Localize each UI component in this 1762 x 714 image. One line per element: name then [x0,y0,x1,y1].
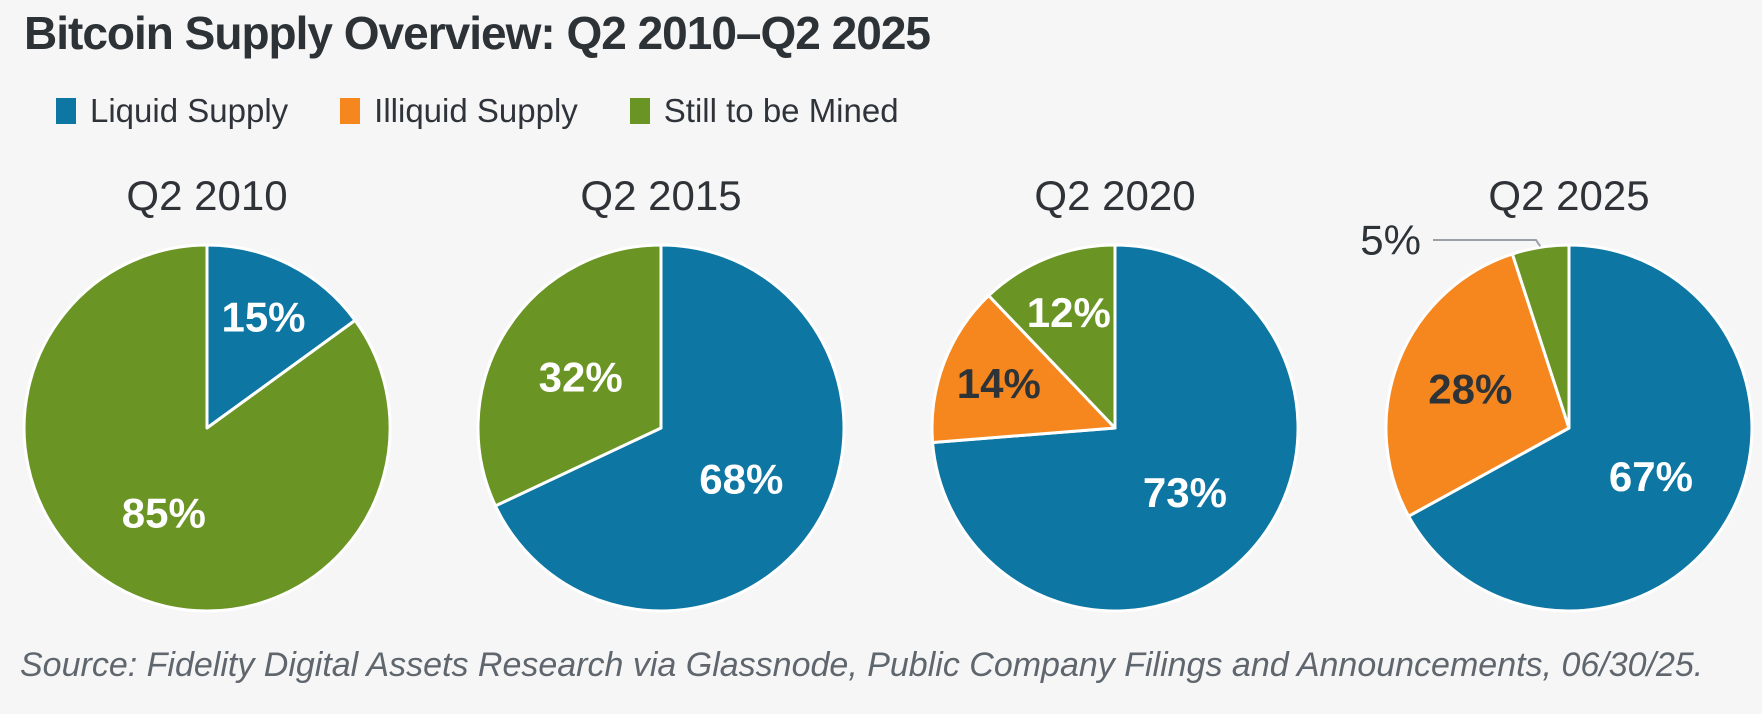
slice-label-still-to-be-mined: 5% [1360,217,1421,264]
slice-label-liquid-supply: 68% [699,456,783,503]
legend-label-liquid-supply: Liquid Supply [90,92,289,129]
callout-line [1433,239,1542,247]
legend-item-still-to-be-mined: Still to be Mined [629,92,899,130]
pie-slice-still-to-be-mined [987,243,1117,430]
slice-label-liquid-supply: 67% [1609,453,1693,500]
legend-label-illiquid-supply: Illiquid Supply [374,92,578,129]
pie-slice-still-to-be-mined [1510,243,1571,430]
pie-chart-q2-2020: 73% 14% 12% [930,243,1300,613]
legend-swatch-liquid-supply-icon [56,98,76,124]
pie-slice-illiquid-supply [930,294,1117,444]
pie-chart-q2-2010: 15% 85% [22,243,392,613]
pie-slice-still-to-be-mined [476,243,663,508]
slice-label-still-to-be-mined: 12% [1027,289,1111,336]
page-title: Bitcoin Supply Overview: Q2 2010–Q2 2025 [24,7,931,59]
pie-title-q2-2020: Q2 2020 [1034,172,1196,219]
pie-slice-liquid-supply [493,243,846,613]
source-attribution: Source: Fidelity Digital Assets Research… [20,646,1704,684]
legend-swatch-illiquid-supply-icon [340,98,361,124]
legend: Liquid Supply Illiquid Supply Still to b… [56,92,899,130]
pie-title-q2-2025: Q2 2025 [1488,172,1650,219]
slice-label-liquid-supply: 15% [221,294,305,341]
slice-label-illiquid-supply: 14% [957,360,1041,407]
legend-label-still-to-be-mined: Still to be Mined [663,92,899,129]
pie-slice-liquid-supply [1407,243,1754,613]
legend-item-illiquid-supply: Illiquid Supply [340,92,578,130]
slice-label-liquid-supply: 73% [1143,469,1227,516]
pie-title-q2-2010: Q2 2010 [126,172,288,219]
legend-swatch-still-to-be-mined-icon [629,98,650,124]
slice-label-illiquid-supply: 28% [1428,365,1512,412]
legend-item-liquid-supply: Liquid Supply [56,92,288,130]
pie-chart-q2-2025: 67% 28% 5% [1360,217,1754,613]
pie-title-q2-2015: Q2 2015 [580,172,742,219]
pie-slice-illiquid-supply [1384,252,1571,518]
pie-chart-q2-2015: 68% 32% [476,243,846,613]
slice-label-still-to-be-mined: 32% [539,354,623,401]
slice-label-still-to-be-mined: 85% [122,489,206,536]
pie-slice-still-to-be-mined [22,243,392,613]
pie-slice-liquid-supply [205,243,357,430]
